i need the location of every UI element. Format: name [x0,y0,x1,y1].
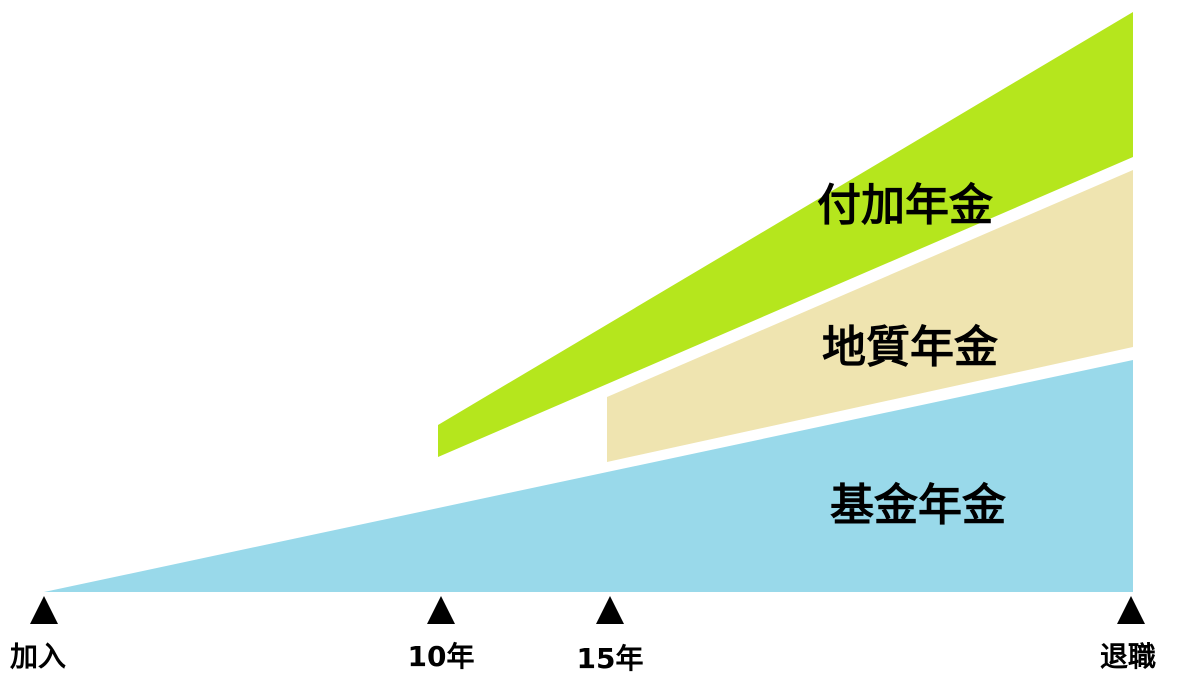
chishitsu-nenkin-label: 地質年金 [822,322,999,373]
chishitsu-nenkin-band [607,170,1133,462]
marker-triangle-10y [427,596,455,624]
marker-triangle-15y [596,596,624,624]
timeline-label-retire: 退職 [1100,640,1156,673]
marker-triangle-join [30,596,58,624]
marker-triangle-retire [1117,596,1145,624]
fuka-nenkin-label: 付加年金 [817,180,994,231]
timeline-label-10y: 10年 [408,640,475,673]
fuka-nenkin-band [438,12,1133,457]
kikin-nenkin-label: 基金年金 [830,480,1007,531]
timeline-label-join: 加入 [10,640,66,673]
timeline-label-15y: 15年 [577,642,644,675]
kikin-nenkin-band [44,360,1133,592]
